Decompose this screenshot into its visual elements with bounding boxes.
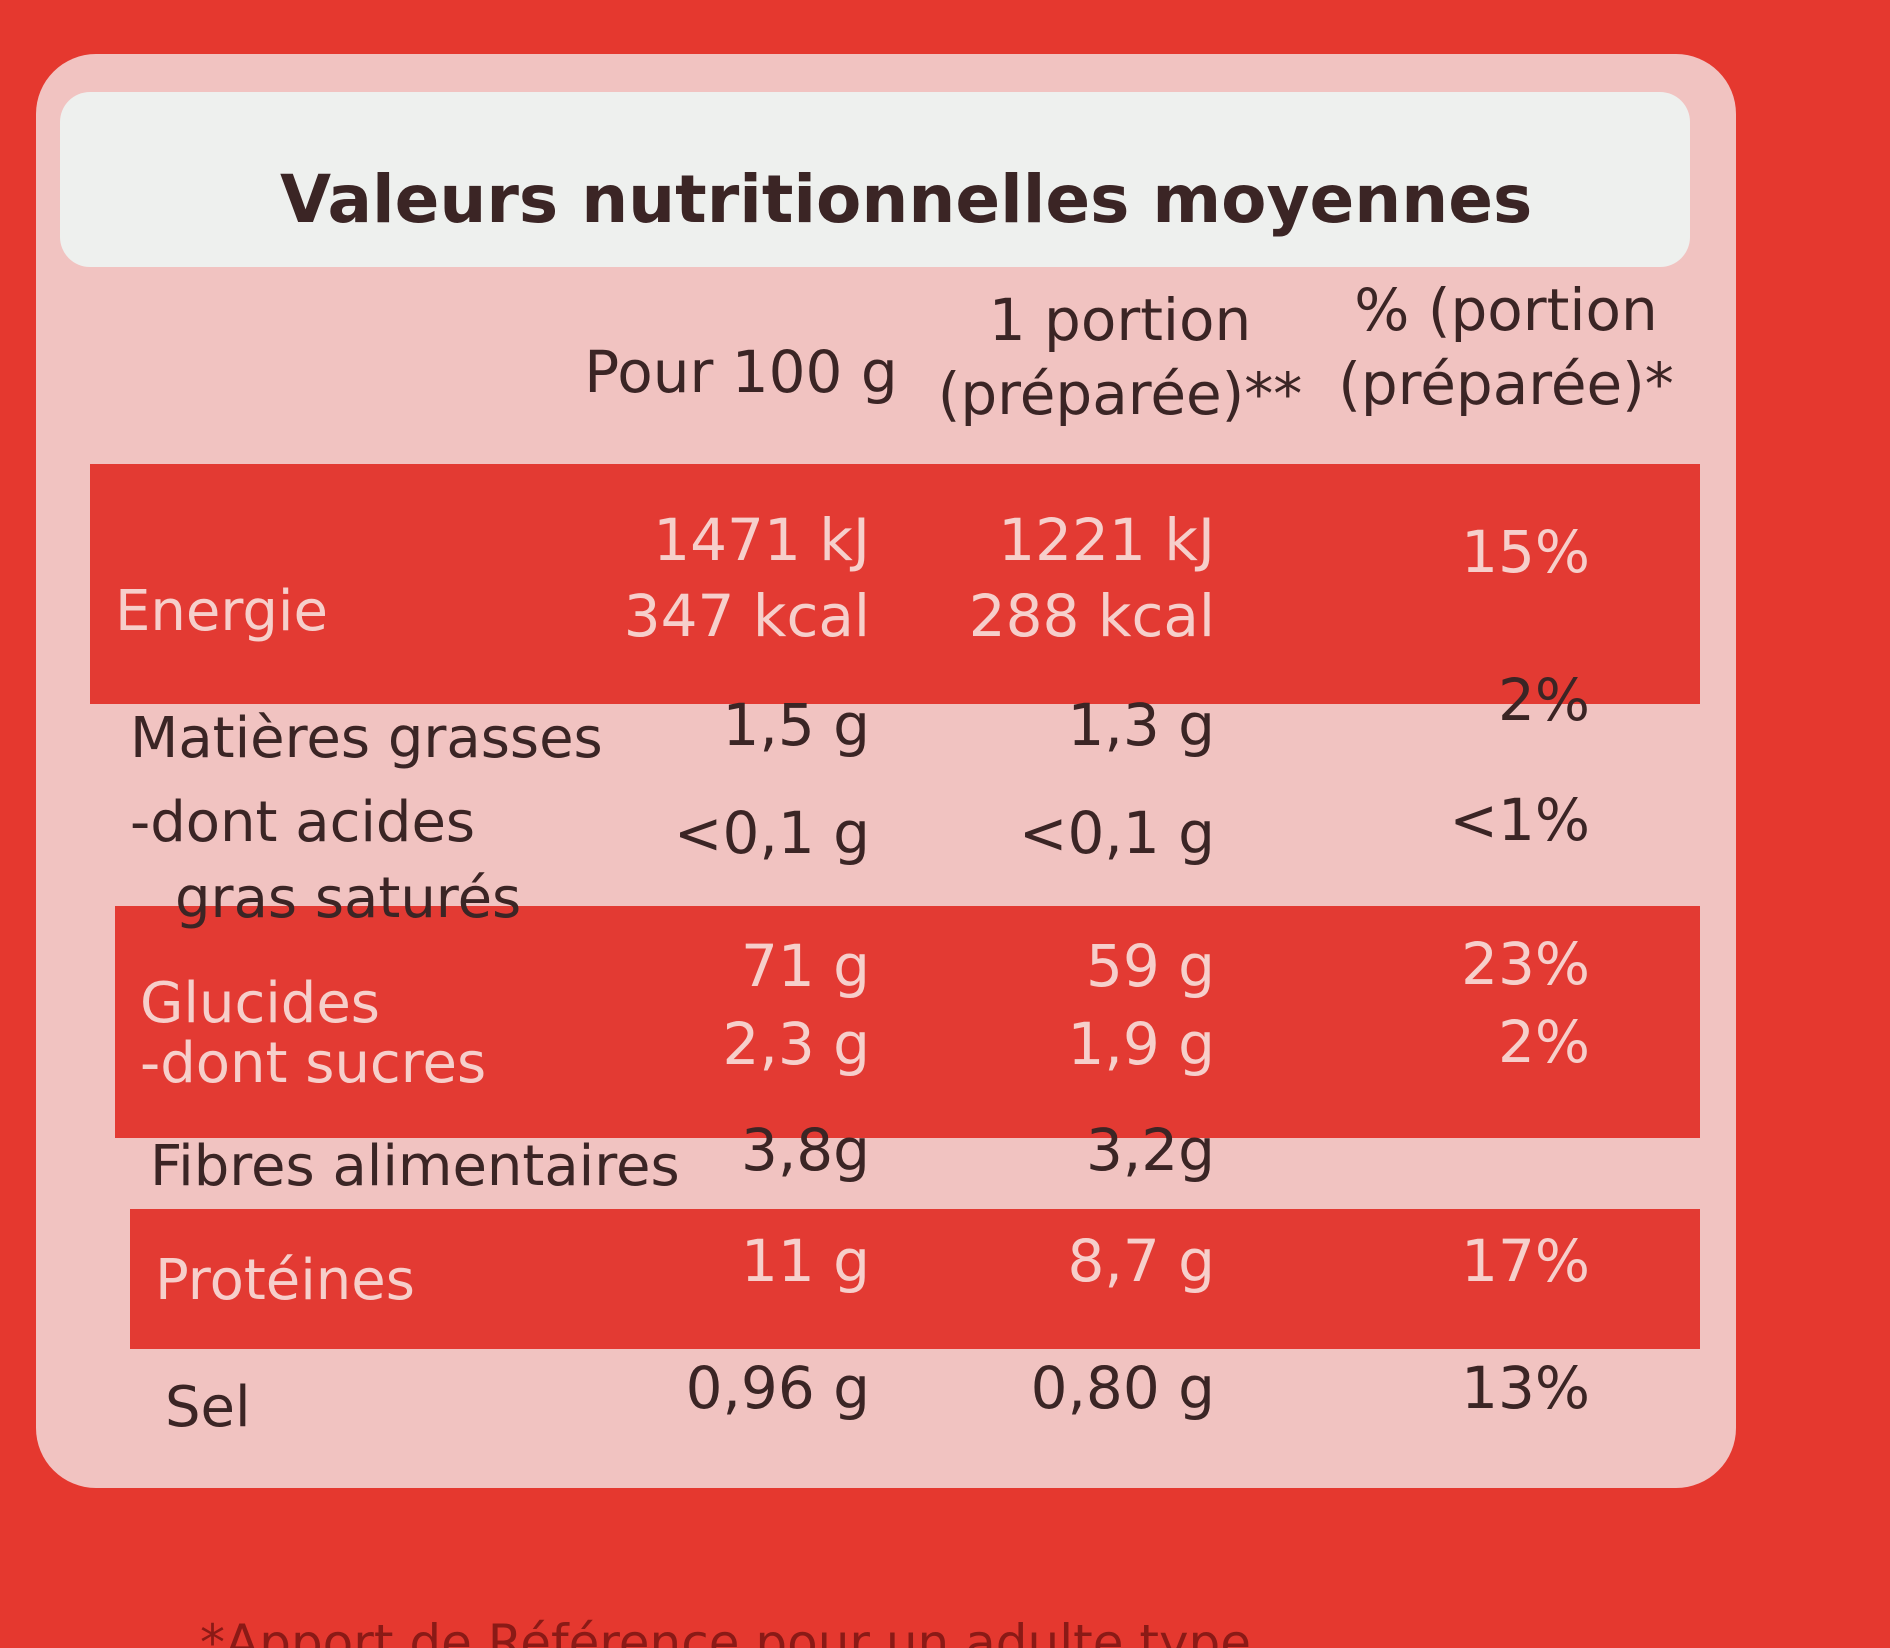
cell-value: 13% [1461,1354,1590,1422]
row-label: gras saturés [175,866,521,931]
cell-value: 1471 kJ [653,506,870,574]
cell-value: 1,9 g [1068,1010,1216,1078]
cell-value: 0,96 g [686,1354,870,1422]
row-label: Sel [165,1375,251,1440]
column-header: (préparée)** [938,360,1303,428]
cell-value: 3,2g [1086,1116,1215,1184]
title: Valeurs nutritionnelles moyennes [280,161,1532,238]
band-glucides [115,906,1700,1138]
cell-value: 2% [1498,666,1590,734]
row-label: -dont acides [130,790,475,855]
row-label: Protéines [155,1248,415,1313]
column-header: 1 portion [989,286,1252,354]
cell-value: 1,5 g [723,691,871,759]
cell-value: <1% [1449,786,1590,854]
column-header: Pour 100 g [584,338,897,406]
footnote: *Apport de Référence pour un adulte type [200,1614,1251,1648]
cell-value: 59 g [1086,932,1215,1000]
cell-value: 1,3 g [1068,691,1216,759]
row-label: Matières grasses [130,706,603,771]
band-proteines [130,1209,1700,1349]
row-label: -dont sucres [140,1031,486,1096]
cell-value: <0,1 g [1019,799,1215,867]
cell-value: 347 kcal [624,582,870,650]
row-label: Glucides [140,971,380,1036]
cell-value: 8,7 g [1068,1227,1216,1295]
band-energie [90,464,1700,704]
cell-value: 288 kcal [969,582,1215,650]
row-label: Fibres alimentaires [150,1134,680,1199]
cell-value: 17% [1461,1227,1590,1295]
cell-value: 3,8g [741,1116,870,1184]
table: Pour 100 g 1 portion(préparée)** % (portio… [115,276,1674,1440]
column-header: % (portion [1354,276,1657,344]
cell-value: 11 g [741,1227,870,1295]
cell-value: 2% [1498,1008,1590,1076]
title-bar [60,92,1690,267]
cell-value: 0,80 g [1031,1354,1215,1422]
cell-value: 71 g [741,932,870,1000]
cell-value: 15% [1461,518,1590,586]
cell-value: 2,3 g [723,1010,871,1078]
cell-value: 1221 kJ [998,506,1215,574]
column-header: (préparée)* [1338,350,1674,418]
cell-value: <0,1 g [674,799,870,867]
row-label: Energie [115,579,328,644]
cell-value: 23% [1461,930,1590,998]
